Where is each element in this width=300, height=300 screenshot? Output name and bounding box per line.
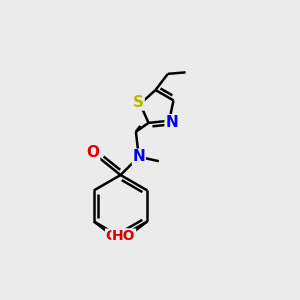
- Text: HO: HO: [112, 229, 136, 243]
- Text: N: N: [165, 115, 178, 130]
- Text: N: N: [132, 149, 145, 164]
- Text: O: O: [87, 146, 100, 160]
- Text: S: S: [133, 95, 144, 110]
- Text: OH: OH: [106, 229, 129, 243]
